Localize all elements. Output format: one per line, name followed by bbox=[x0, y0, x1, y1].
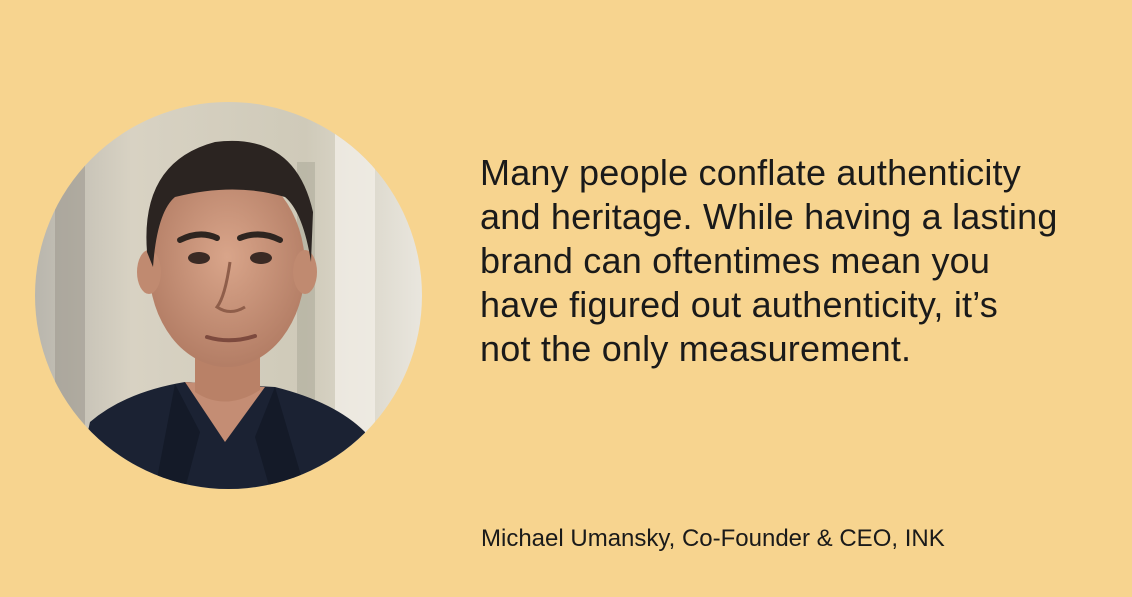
quote-line: and heritage. While having a lasting bbox=[480, 196, 1058, 237]
quote-line: not the only measurement. bbox=[480, 328, 912, 369]
person-portrait-icon bbox=[35, 102, 422, 489]
quote-text: Many people conflate authenticity and he… bbox=[480, 151, 1120, 371]
quote-line: have figured out authenticity, it’s bbox=[480, 284, 998, 325]
quote-attribution: Michael Umansky, Co-Founder & CEO, INK bbox=[481, 525, 945, 552]
quote-line: brand can oftentimes mean you bbox=[480, 240, 991, 281]
quote-line: Many people conflate authenticity bbox=[480, 152, 1021, 193]
speaker-portrait bbox=[35, 102, 422, 489]
